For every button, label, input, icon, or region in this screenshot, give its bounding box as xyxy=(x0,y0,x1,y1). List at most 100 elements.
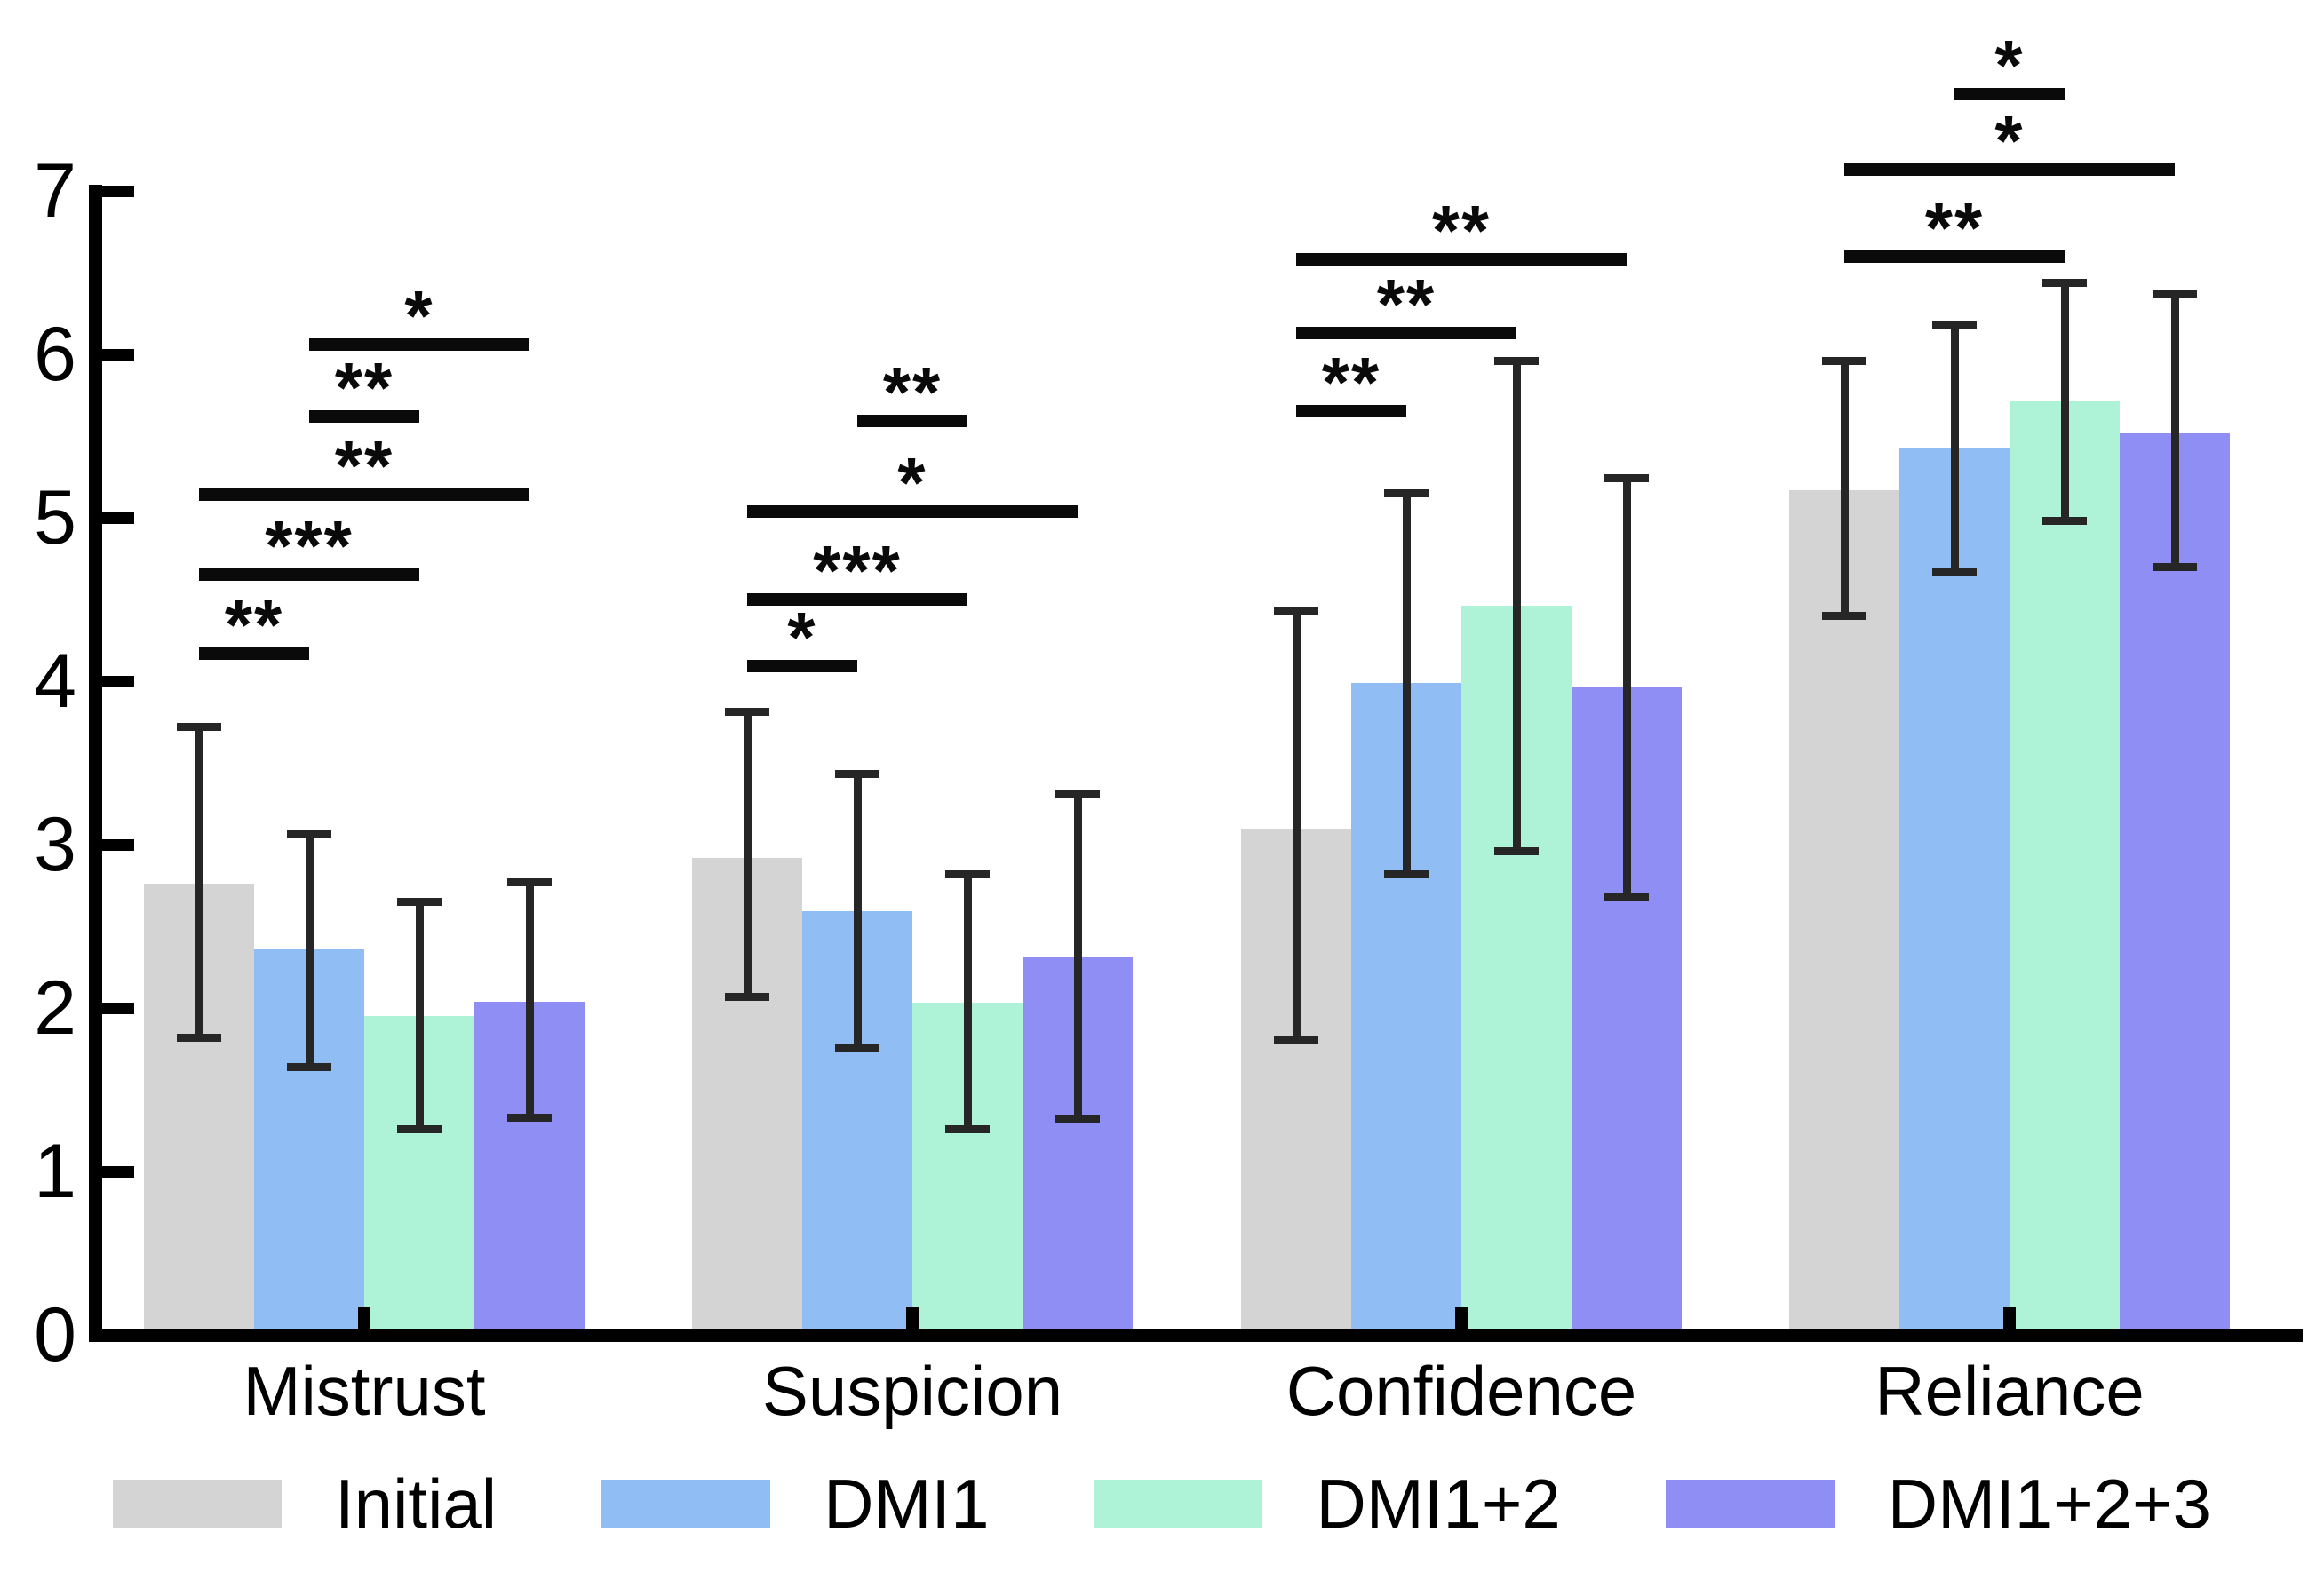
error-bar-suspicion-dmi1-plus-2-plus-3-cap-top xyxy=(1055,790,1100,798)
sig-bracket-mistrust-initial-vs-dmi1-line xyxy=(199,647,309,660)
sig-bracket-mistrust-dmi1-vs-dmi1-plus-2-plus-3-stars: * xyxy=(404,275,434,355)
error-bar-mistrust-dmi1-plus-2-plus-3-cap-top xyxy=(507,877,552,886)
sig-bracket-mistrust-initial-vs-dmi1-plus-2-plus-3-stars: ** xyxy=(334,426,394,506)
error-bar-suspicion-dmi1-plus-2-cap-bottom xyxy=(945,1124,990,1133)
error-bar-reliance-initial-cap-bottom xyxy=(1822,611,1866,620)
legend-swatch-dmi1 xyxy=(601,1480,771,1528)
y-tick-label-1: 1 xyxy=(34,1129,76,1214)
error-bar-mistrust-dmi1-plus-2-cap-top xyxy=(397,897,442,906)
x-category-label-suspicion: Suspicion xyxy=(761,1352,1063,1430)
legend-swatch-dmi1-plus-2 xyxy=(1094,1480,1263,1528)
sig-bracket-suspicion-initial-vs-dmi1-plus-2-plus-3-line xyxy=(747,504,1078,518)
sig-bracket-mistrust-initial-vs-dmi1-plus-2-stars: *** xyxy=(265,506,354,586)
sig-bracket-confidence-initial-vs-dmi1-plus-2-line xyxy=(1296,327,1516,340)
error-bar-reliance-dmi1-plus-2-plus-3-cap-top xyxy=(2153,290,2197,298)
error-bar-suspicion-initial-line xyxy=(743,711,752,997)
y-tick-4 xyxy=(102,676,134,687)
legend-item-dmi1-plus-2-plus-3: DMI1+2+3 xyxy=(1665,1465,2211,1542)
error-bar-suspicion-dmi1-cap-top xyxy=(835,770,879,779)
bar-reliance-dmi1-plus-2 xyxy=(2010,401,2120,1335)
error-bar-mistrust-dmi1-line xyxy=(305,833,314,1068)
error-bar-confidence-dmi1-line xyxy=(1402,493,1411,875)
sig-bracket-mistrust-dmi1-vs-dmi1-plus-2-line xyxy=(309,409,419,423)
error-bar-mistrust-dmi1-cap-bottom xyxy=(287,1062,331,1071)
sig-bracket-mistrust-dmi1-vs-dmi1-plus-2-stars: ** xyxy=(334,347,394,427)
sig-bracket-mistrust-initial-vs-dmi1-plus-2-plus-3-line xyxy=(199,488,529,502)
legend-swatch-dmi1-plus-2-plus-3 xyxy=(1665,1480,1835,1528)
y-tick-7 xyxy=(102,186,134,197)
error-bar-suspicion-dmi1-line xyxy=(853,774,862,1048)
error-bar-suspicion-initial-cap-top xyxy=(725,708,769,717)
sig-bracket-suspicion-initial-vs-dmi1-line xyxy=(747,660,857,673)
error-bar-reliance-dmi1-plus-2-plus-3-cap-bottom xyxy=(2153,562,2197,571)
sig-bracket-reliance-initial-vs-dmi1-plus-2-line xyxy=(1844,250,2065,263)
error-bar-confidence-dmi1-plus-2-cap-bottom xyxy=(1494,846,1539,855)
y-tick-label-3: 3 xyxy=(34,802,76,887)
sig-bracket-confidence-initial-vs-dmi1-plus-2-plus-3-stars: ** xyxy=(1431,191,1492,271)
bar-reliance-dmi1-plus-2-plus-3 xyxy=(2120,433,2230,1335)
error-bar-mistrust-dmi1-plus-2-plus-3-cap-bottom xyxy=(507,1113,552,1122)
error-bar-reliance-dmi1-line xyxy=(1950,324,1959,572)
sig-bracket-suspicion-dmi1-vs-dmi1-plus-2-stars: ** xyxy=(882,353,943,433)
error-bar-confidence-initial-cap-bottom xyxy=(1274,1036,1318,1045)
error-bar-suspicion-dmi1-plus-2-cap-top xyxy=(945,869,990,878)
x-category-label-confidence: Confidence xyxy=(1285,1352,1637,1430)
y-tick-2 xyxy=(102,1003,134,1014)
error-bar-reliance-initial-line xyxy=(1840,361,1849,616)
y-tick-label-0: 0 xyxy=(34,1292,76,1377)
error-bar-confidence-initial-line xyxy=(1292,610,1301,1041)
sig-bracket-mistrust-dmi1-vs-dmi1-plus-2-plus-3-line xyxy=(309,337,529,351)
error-bar-reliance-dmi1-cap-top xyxy=(1932,321,1977,329)
error-bar-suspicion-initial-cap-bottom xyxy=(725,992,769,1001)
x-tick-suspicion xyxy=(906,1307,919,1329)
y-tick-6 xyxy=(102,349,134,361)
error-bar-suspicion-dmi1-cap-bottom xyxy=(835,1043,879,1052)
y-tick-label-6: 6 xyxy=(34,312,76,397)
y-tick-label-4: 4 xyxy=(34,639,76,724)
error-bar-reliance-initial-cap-top xyxy=(1822,356,1866,365)
sig-bracket-suspicion-initial-vs-dmi1-stars: * xyxy=(787,598,817,678)
sig-bracket-confidence-initial-vs-dmi1-plus-2-stars: ** xyxy=(1376,265,1437,345)
legend-item-dmi1: DMI1 xyxy=(601,1465,989,1542)
error-bar-suspicion-dmi1-plus-2-plus-3-cap-bottom xyxy=(1055,1115,1100,1123)
x-category-label-reliance: Reliance xyxy=(1874,1352,2145,1430)
legend-item-dmi1-plus-2: DMI1+2 xyxy=(1094,1465,1561,1543)
error-bar-reliance-dmi1-cap-bottom xyxy=(1932,568,1977,576)
error-bar-reliance-dmi1-plus-2-line xyxy=(2060,282,2069,521)
legend-swatch-initial xyxy=(113,1480,283,1528)
sig-bracket-reliance-dmi1-vs-dmi1-plus-2-line xyxy=(1954,88,2065,101)
error-bar-reliance-dmi1-plus-2-cap-top xyxy=(2042,278,2087,287)
sig-bracket-suspicion-dmi1-vs-dmi1-plus-2-line xyxy=(857,415,967,428)
x-tick-mistrust xyxy=(358,1307,370,1329)
y-tick-label-7: 7 xyxy=(34,148,76,234)
error-bar-reliance-dmi1-plus-2-cap-bottom xyxy=(2042,517,2087,526)
error-bar-mistrust-initial-line xyxy=(195,726,203,1038)
sig-bracket-mistrust-initial-vs-dmi1-plus-2-line xyxy=(199,568,419,582)
bar-reliance-dmi1 xyxy=(1899,447,2010,1335)
legend-item-initial: Initial xyxy=(113,1465,497,1542)
x-axis-line xyxy=(89,1329,2303,1342)
x-tick-confidence xyxy=(1455,1307,1468,1329)
error-bar-mistrust-dmi1-plus-2-line xyxy=(415,901,424,1130)
y-tick-label-5: 5 xyxy=(34,475,76,560)
sig-bracket-confidence-initial-vs-dmi1-stars: ** xyxy=(1321,343,1381,423)
legend-label-dmi1-plus-2: DMI1+2 xyxy=(1316,1465,1561,1543)
legend-label-dmi1: DMI1 xyxy=(824,1465,990,1543)
legend: Initial DMI1 DMI1+2 DMI1+2+3 xyxy=(0,1455,2324,1552)
error-bar-mistrust-dmi1-plus-2-cap-bottom xyxy=(397,1124,442,1133)
error-bar-suspicion-dmi1-plus-2-plus-3-line xyxy=(1073,793,1082,1120)
error-bar-mistrust-initial-cap-top xyxy=(177,723,221,732)
sig-bracket-reliance-initial-vs-dmi1-plus-2-stars: ** xyxy=(1924,187,1985,267)
x-tick-reliance xyxy=(2003,1307,2016,1329)
sig-bracket-confidence-initial-vs-dmi1-plus-2-plus-3-line xyxy=(1296,253,1627,266)
error-bar-confidence-dmi1-cap-bottom xyxy=(1384,869,1429,878)
y-tick-label-2: 2 xyxy=(34,965,76,1051)
sig-bracket-reliance-dmi1-vs-dmi1-plus-2-stars: * xyxy=(1994,26,2025,106)
error-bar-reliance-dmi1-plus-2-plus-3-line xyxy=(2170,293,2179,568)
y-tick-3 xyxy=(102,839,134,851)
y-tick-1 xyxy=(102,1166,134,1178)
sig-bracket-mistrust-initial-vs-dmi1-stars: ** xyxy=(224,584,284,664)
sig-bracket-suspicion-initial-vs-dmi1-plus-2-line xyxy=(747,593,967,606)
